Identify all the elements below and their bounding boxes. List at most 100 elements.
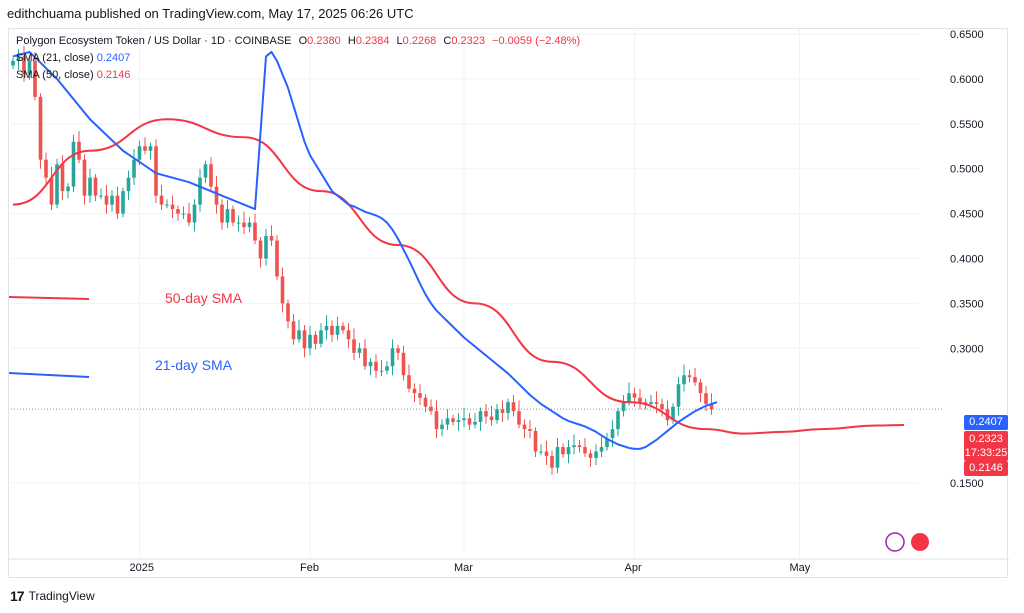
candle-up bbox=[621, 402, 626, 412]
sma21-line bbox=[12, 50, 718, 450]
candle-up bbox=[357, 348, 362, 353]
candle-down bbox=[209, 164, 213, 187]
candle-down bbox=[176, 209, 180, 214]
sma21-label[interactable]: SMA (21, close) bbox=[16, 52, 94, 64]
candle-up bbox=[225, 209, 230, 223]
candle-up bbox=[88, 177, 92, 196]
candle-down bbox=[434, 411, 439, 430]
candle-up bbox=[462, 418, 466, 421]
candle-up bbox=[379, 370, 384, 372]
candle-down bbox=[500, 409, 505, 413]
close-label: C bbox=[443, 35, 452, 47]
candle-down bbox=[341, 325, 345, 331]
y-tick-label: 0.5000 bbox=[950, 164, 984, 176]
candle-down bbox=[143, 146, 147, 151]
candle-up bbox=[506, 402, 510, 413]
candle-down bbox=[77, 141, 81, 160]
candle-up bbox=[610, 429, 615, 439]
candle-up bbox=[368, 361, 373, 367]
candle-down bbox=[170, 204, 175, 210]
high-label: H bbox=[347, 35, 356, 47]
chart-legend: Polygon Ecosystem Token / US Dollar · 1D… bbox=[16, 33, 580, 84]
candle-up bbox=[137, 146, 142, 160]
candle-up bbox=[495, 409, 499, 421]
candle-down bbox=[220, 204, 224, 223]
candle-up bbox=[181, 213, 186, 215]
candle-up bbox=[440, 424, 444, 430]
candle-up bbox=[385, 366, 389, 371]
candle-up bbox=[66, 186, 70, 192]
candle-down bbox=[467, 418, 472, 425]
sma50-price-badge: 0.2146 bbox=[964, 461, 1008, 476]
candle-down bbox=[374, 361, 378, 371]
candle-down bbox=[709, 403, 714, 410]
candle-down bbox=[528, 429, 532, 431]
x-tick-label: 2025 bbox=[130, 562, 154, 574]
candle-down bbox=[313, 334, 318, 344]
candle-up bbox=[148, 146, 153, 151]
candle-down bbox=[638, 397, 642, 403]
candle-down bbox=[286, 303, 290, 322]
price-chart[interactable]: 0.6500 0.6000 0.5500 0.5000 0.4500 0.4000 0.35… bbox=[9, 29, 1009, 579]
candle-up bbox=[324, 325, 329, 331]
candle-down bbox=[698, 382, 703, 394]
candle-down bbox=[577, 445, 582, 448]
candle-down bbox=[544, 451, 549, 457]
candle-up bbox=[390, 348, 395, 367]
candle-up bbox=[71, 141, 76, 187]
symbol-name[interactable]: Polygon Ecosystem Token / US Dollar · 1D… bbox=[16, 35, 292, 47]
candle-down bbox=[231, 209, 235, 223]
sma21-row[interactable]: SMA (21, close) 0.2407 bbox=[16, 50, 580, 67]
candle-up bbox=[165, 204, 169, 206]
candle-down bbox=[363, 348, 367, 367]
candle-down bbox=[693, 377, 697, 383]
candle-down bbox=[346, 330, 351, 340]
candle-up bbox=[478, 411, 483, 422]
flash-icon bbox=[885, 532, 905, 552]
candle-up bbox=[539, 451, 543, 453]
open-value: 0.2380 bbox=[307, 35, 341, 47]
sma50-line bbox=[12, 118, 905, 435]
y-tick-label: 0.5500 bbox=[950, 119, 984, 131]
candle-up bbox=[682, 375, 686, 385]
sma50-row[interactable]: SMA (50, close) 0.2146 bbox=[16, 67, 580, 84]
candle-down bbox=[489, 416, 494, 421]
candle-up bbox=[16, 56, 21, 61]
x-tick-label: May bbox=[790, 562, 811, 574]
candle-up bbox=[203, 164, 208, 178]
candle-down bbox=[242, 222, 246, 228]
candle-down bbox=[423, 397, 428, 407]
candle-down bbox=[159, 195, 164, 205]
sma50-label[interactable]: SMA (50, close) bbox=[16, 69, 94, 81]
candle-up bbox=[308, 334, 312, 349]
candle-down bbox=[302, 330, 307, 349]
candle-down bbox=[654, 402, 659, 404]
symbol-row[interactable]: Polygon Ecosystem Token / US Dollar · 1D… bbox=[16, 33, 580, 50]
high-value: 0.2384 bbox=[355, 35, 390, 47]
candle-down bbox=[154, 146, 158, 196]
tradingview-brand[interactable]: 17 TradingView bbox=[10, 588, 95, 604]
y-tick-label: 0.1500 bbox=[950, 478, 984, 490]
sma21-value: 0.2407 bbox=[96, 52, 131, 64]
candle-down bbox=[517, 411, 521, 425]
y-tick-label: 0.6500 bbox=[950, 29, 984, 41]
candle-down bbox=[22, 56, 26, 75]
candle-up bbox=[594, 451, 598, 458]
sma21-price-badge: 0.2407 bbox=[964, 415, 1008, 430]
chart-area[interactable]: 0.6500 0.6000 0.5500 0.5000 0.4500 0.4000 0.35… bbox=[8, 28, 1009, 579]
candle-down bbox=[687, 375, 692, 378]
candle-up bbox=[121, 191, 125, 214]
candle-down bbox=[632, 393, 637, 398]
last-price-badge: 0.2323 17:33:25 bbox=[964, 431, 1008, 461]
candle-down bbox=[38, 96, 43, 160]
flag-icon bbox=[911, 533, 929, 551]
candle-up bbox=[264, 236, 268, 259]
x-tick-label: Apr bbox=[625, 562, 642, 574]
candle-down bbox=[330, 325, 334, 335]
close-value: 0.2323 bbox=[451, 35, 485, 47]
candle-down bbox=[588, 453, 593, 458]
change-value: −0.0059 (−2.48%) bbox=[492, 35, 581, 47]
candle-down bbox=[550, 456, 554, 468]
candle-down bbox=[522, 424, 527, 430]
candle-up bbox=[599, 447, 604, 452]
